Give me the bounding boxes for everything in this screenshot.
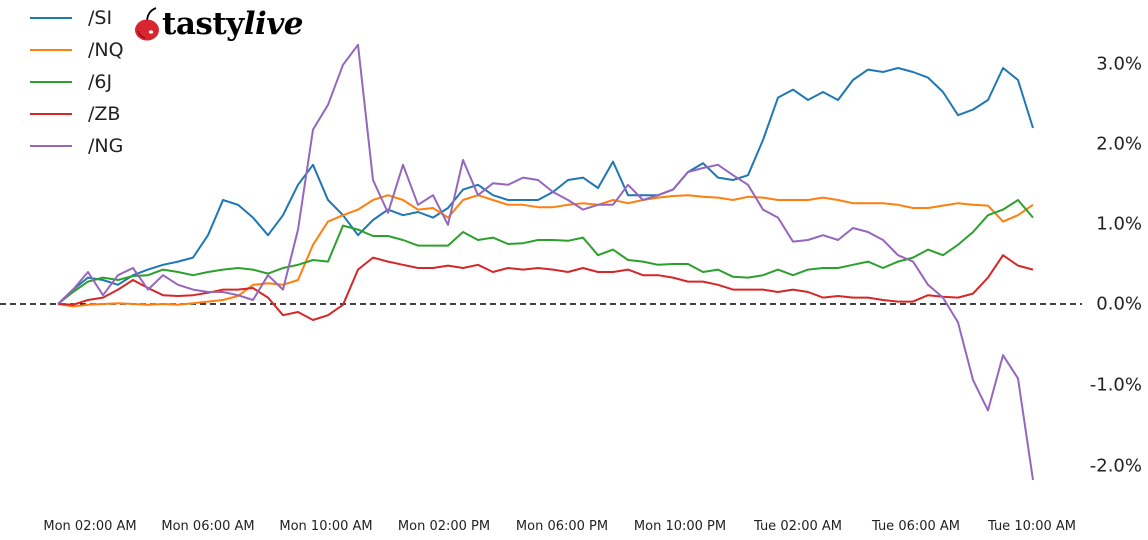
legend-label: /NQ xyxy=(88,39,124,61)
x-tick-label: Mon 06:00 AM xyxy=(161,519,255,534)
legend-label: /NG xyxy=(88,135,124,157)
series-line-6j xyxy=(57,199,1034,305)
tastylive-logo: tastylive xyxy=(132,4,304,44)
y-tick-label: -2.0% xyxy=(1089,455,1142,477)
x-tick-label: Mon 02:00 AM xyxy=(43,519,137,534)
y-tick-label: 0.0% xyxy=(1096,293,1142,315)
legend-swatch xyxy=(30,16,72,20)
legend-swatch xyxy=(30,144,72,148)
y-tick-label: 3.0% xyxy=(1096,53,1142,75)
series-line-nq xyxy=(57,194,1034,308)
legend-label: /6J xyxy=(88,71,113,93)
legend-item-nq: /NQ xyxy=(30,34,124,66)
x-tick-label: Tue 06:00 AM xyxy=(871,519,961,534)
legend-label: /SI xyxy=(88,7,113,29)
legend-item-si: /SI xyxy=(30,2,124,34)
x-tick-label: Mon 10:00 PM xyxy=(633,519,727,534)
y-tick-label: -1.0% xyxy=(1089,374,1142,396)
legend-swatch xyxy=(30,112,72,116)
logo-text-tasty: tasty xyxy=(162,6,244,42)
logo-wordmark: tastylive xyxy=(162,4,304,44)
logo-text-live: live xyxy=(243,6,304,42)
x-tick-label: Mon 02:00 PM xyxy=(397,519,491,534)
series-lines xyxy=(57,43,1034,481)
series-line-zb xyxy=(57,254,1034,321)
y-tick-label: 2.0% xyxy=(1096,133,1142,155)
legend-item-zb: /ZB xyxy=(30,98,124,130)
x-tick-label: Tue 02:00 AM xyxy=(753,519,843,534)
legend-swatch xyxy=(30,80,72,84)
chart-legend: /SI /NQ /6J /ZB /NG xyxy=(30,2,124,162)
series-line-si xyxy=(57,67,1034,305)
legend-swatch xyxy=(30,48,72,52)
legend-item-6j: /6J xyxy=(30,66,124,98)
x-tick-label: Mon 10:00 AM xyxy=(279,519,373,534)
x-tick-label: Tue 10:00 AM xyxy=(987,519,1077,534)
y-tick-label: 1.0% xyxy=(1096,213,1142,235)
legend-item-ng: /NG xyxy=(30,130,124,162)
cherry-icon xyxy=(135,7,159,41)
series-line-ng xyxy=(57,43,1034,481)
legend-label: /ZB xyxy=(88,103,121,125)
x-tick-label: Mon 06:00 PM xyxy=(515,519,609,534)
